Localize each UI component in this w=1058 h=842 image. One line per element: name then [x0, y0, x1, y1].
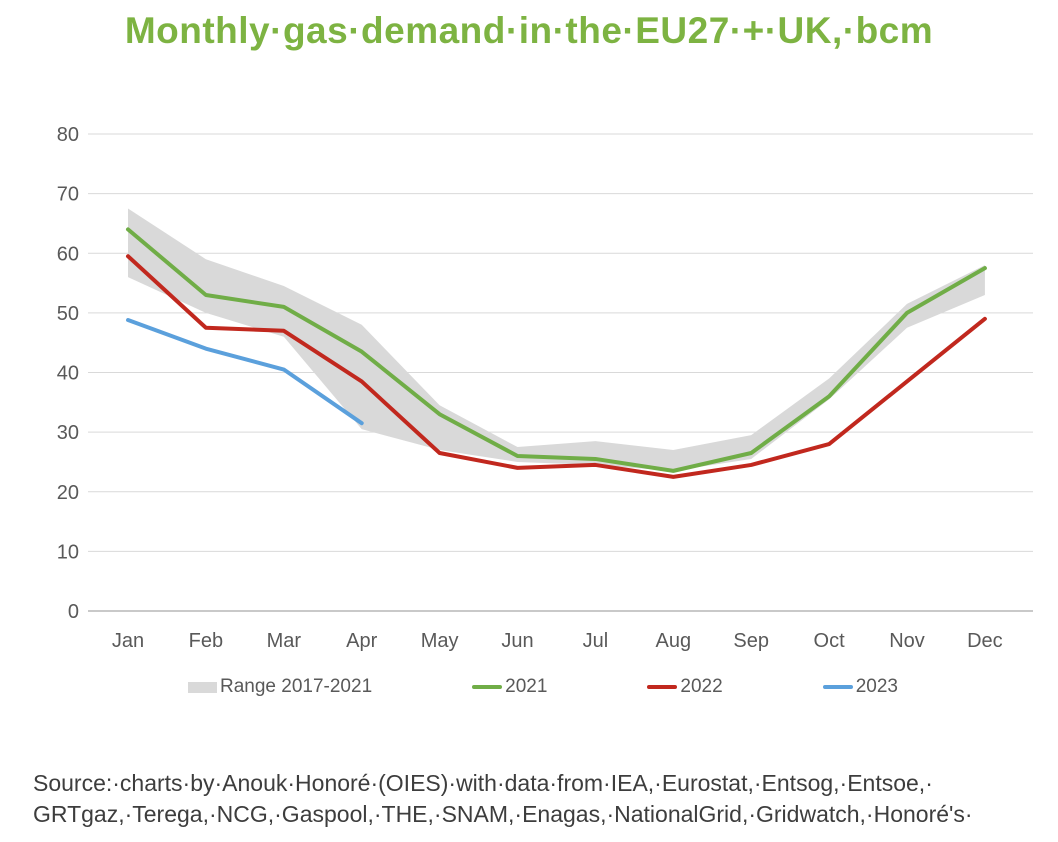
legend-label-2023: 2023 [855, 676, 898, 697]
legend-item-range: Range 2017-2021 [188, 676, 372, 698]
source-line-2: GRTgaz,·Terega,·NCG,·Gaspool,·THE,·SNAM,… [33, 801, 973, 827]
legend-label-2021: 2021 [505, 676, 548, 697]
series-line-2021 [126, 227, 987, 473]
x-axis-label-Dec: Dec [967, 630, 1003, 652]
y-tick-label-10: 10 [57, 541, 79, 563]
y-tick-label-30: 30 [57, 422, 79, 444]
line-swatch-2022-icon [647, 685, 678, 689]
x-axis-label-Mar: Mar [267, 630, 302, 652]
y-tick-label-60: 60 [57, 243, 79, 265]
gas-demand-line-chart: 0 10 20 30 40 50 60 70 80 Jan Feb Mar Apr May Jun Jul Au… [57, 124, 1033, 652]
series-line-2022 [126, 254, 987, 479]
y-tick-label-20: 20 [57, 482, 79, 504]
x-axis-label-Jan: Jan [112, 630, 144, 652]
x-axis-label-Apr: Apr [346, 630, 377, 652]
x-axis-label-Nov: Nov [889, 630, 925, 652]
y-tick-label-0: 0 [68, 601, 79, 623]
line-swatch-2021-icon [472, 685, 503, 689]
y-tick-label-40: 40 [57, 363, 79, 385]
chart-title: Monthly·gas·demand·in·the·EU27·+·UK,·bcm [124, 10, 934, 51]
chart-legend: Range 2017-2021 2021 2022 2023 [188, 676, 898, 698]
y-tick-label-80: 80 [57, 124, 79, 146]
x-axis-label-Feb: Feb [189, 630, 223, 652]
y-tick-label-50: 50 [57, 303, 79, 325]
legend-item-2021: 2021 [472, 676, 547, 698]
line-swatch-2023-icon [822, 685, 853, 689]
range-band-area [128, 208, 985, 471]
x-axis-label-Aug: Aug [656, 630, 692, 652]
series-line-2023 [126, 318, 364, 426]
x-axis-label-Sep: Sep [733, 630, 769, 652]
source-attribution: Source:·charts·by·Anouk·Honoré·(OIES)·wi… [33, 768, 1043, 830]
x-axis-label-Oct: Oct [814, 630, 846, 652]
legend-item-2022: 2022 [647, 676, 723, 698]
x-axis-label-Jul: Jul [583, 630, 609, 652]
legend-label-range: Range 2017-2021 [220, 676, 373, 697]
x-axis-label-Jun: Jun [501, 630, 533, 652]
legend-item-2023: 2023 [822, 676, 898, 698]
x-axis-label-May: May [421, 630, 459, 652]
legend-label-2022: 2022 [680, 676, 723, 697]
y-tick-label-70: 70 [57, 184, 79, 206]
range-band-swatch-icon [188, 681, 217, 693]
source-line-1: Source:·charts·by·Anouk·Honoré·(OIES)·wi… [33, 770, 933, 796]
